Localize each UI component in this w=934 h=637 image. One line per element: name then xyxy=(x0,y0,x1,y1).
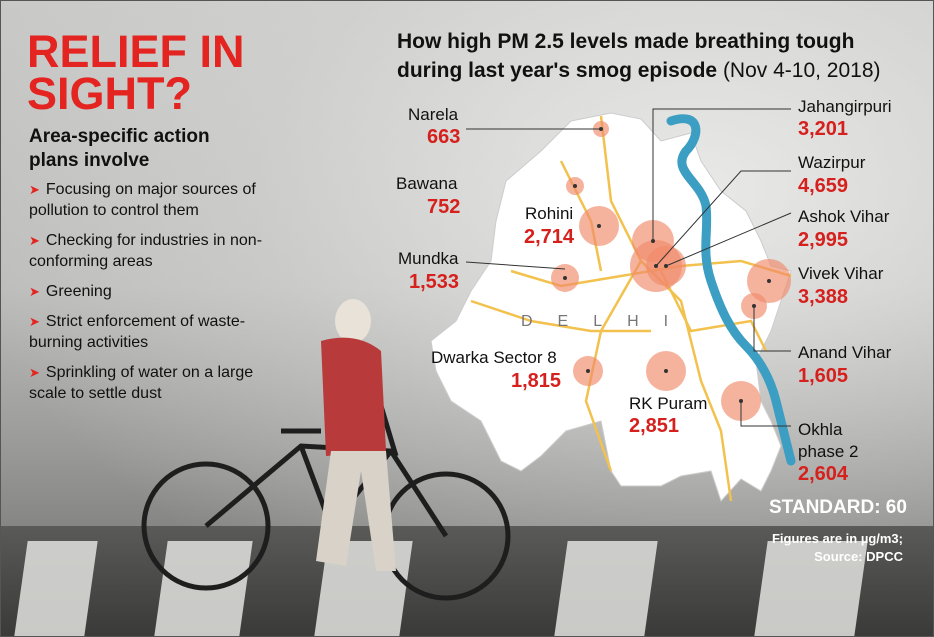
red-arrow-icon: ➤ xyxy=(29,365,40,380)
location-name: Mundka xyxy=(398,249,459,268)
action-list: ➤ Focusing on major sources of pollution … xyxy=(29,179,269,413)
headline-line-2: SIGHT? xyxy=(27,68,192,119)
location-value: 1,533 xyxy=(409,271,460,293)
location-value: 3,388 xyxy=(798,286,849,308)
list-item: ➤ Strict enforcement of waste-burning act… xyxy=(29,313,246,351)
location-name: Narela xyxy=(408,105,459,124)
person-silhouette xyxy=(316,299,396,571)
red-arrow-icon: ➤ xyxy=(29,314,40,329)
list-item: ➤ Sprinkling of water on a large scale to… xyxy=(29,364,254,402)
location-value: 2,714 xyxy=(524,226,575,248)
leader-lines xyxy=(465,108,792,427)
location-name: Wazirpur xyxy=(798,153,866,172)
subhead: Area-specific action plans involve xyxy=(29,126,210,171)
location-name: Jahangirpuri xyxy=(798,97,892,116)
location-name-line-2: phase 2 xyxy=(798,442,859,461)
location-name: Okhla xyxy=(798,420,843,439)
location-value: 2,604 xyxy=(798,463,849,485)
list-item: ➤ Checking for industries in non-conformi… xyxy=(29,232,263,270)
location-value: 4,659 xyxy=(798,175,849,197)
location-name: Bawana xyxy=(396,174,458,193)
headline: RELIEF IN SIGHT? xyxy=(27,26,245,119)
location-name: RK Puram xyxy=(629,394,708,413)
location-value: 1,605 xyxy=(798,365,849,387)
yamuna-river xyxy=(666,114,796,466)
location-value: 663 xyxy=(427,126,461,148)
location-name: Dwarka Sector 8 xyxy=(431,348,557,367)
location-value: 2,995 xyxy=(798,229,849,251)
location-value: 2,851 xyxy=(629,415,680,437)
map-title: How high PM 2.5 levels made breathing to… xyxy=(397,30,881,82)
source-note: Source: DPCC xyxy=(814,549,903,564)
footnote: Figures are in µg/m3; Source: DPCC xyxy=(761,530,903,566)
location-value: 752 xyxy=(427,196,461,218)
delhi-map-label: DELHI xyxy=(521,313,694,330)
red-arrow-icon: ➤ xyxy=(29,233,40,248)
road-background xyxy=(1,526,933,636)
location-value: 3,201 xyxy=(798,118,849,140)
units-note: Figures are in µg/m3; xyxy=(771,531,903,546)
red-arrow-icon: ➤ xyxy=(29,182,40,197)
standard-label: STANDARD: 60 xyxy=(769,497,907,518)
delhi-outline xyxy=(430,112,792,502)
list-item: ➤ Focusing on major sources of pollution … xyxy=(29,181,256,219)
location-name: Ashok Vihar xyxy=(798,207,890,226)
red-arrow-icon: ➤ xyxy=(29,284,40,299)
location-name: Vivek Vihar xyxy=(798,264,884,283)
list-item: ➤ Greening xyxy=(29,283,112,300)
location-name: Anand Vihar xyxy=(798,343,892,362)
headline-line-1: RELIEF IN xyxy=(27,26,245,77)
location-value: 1,815 xyxy=(511,370,562,392)
location-name: Rohini xyxy=(525,204,574,223)
